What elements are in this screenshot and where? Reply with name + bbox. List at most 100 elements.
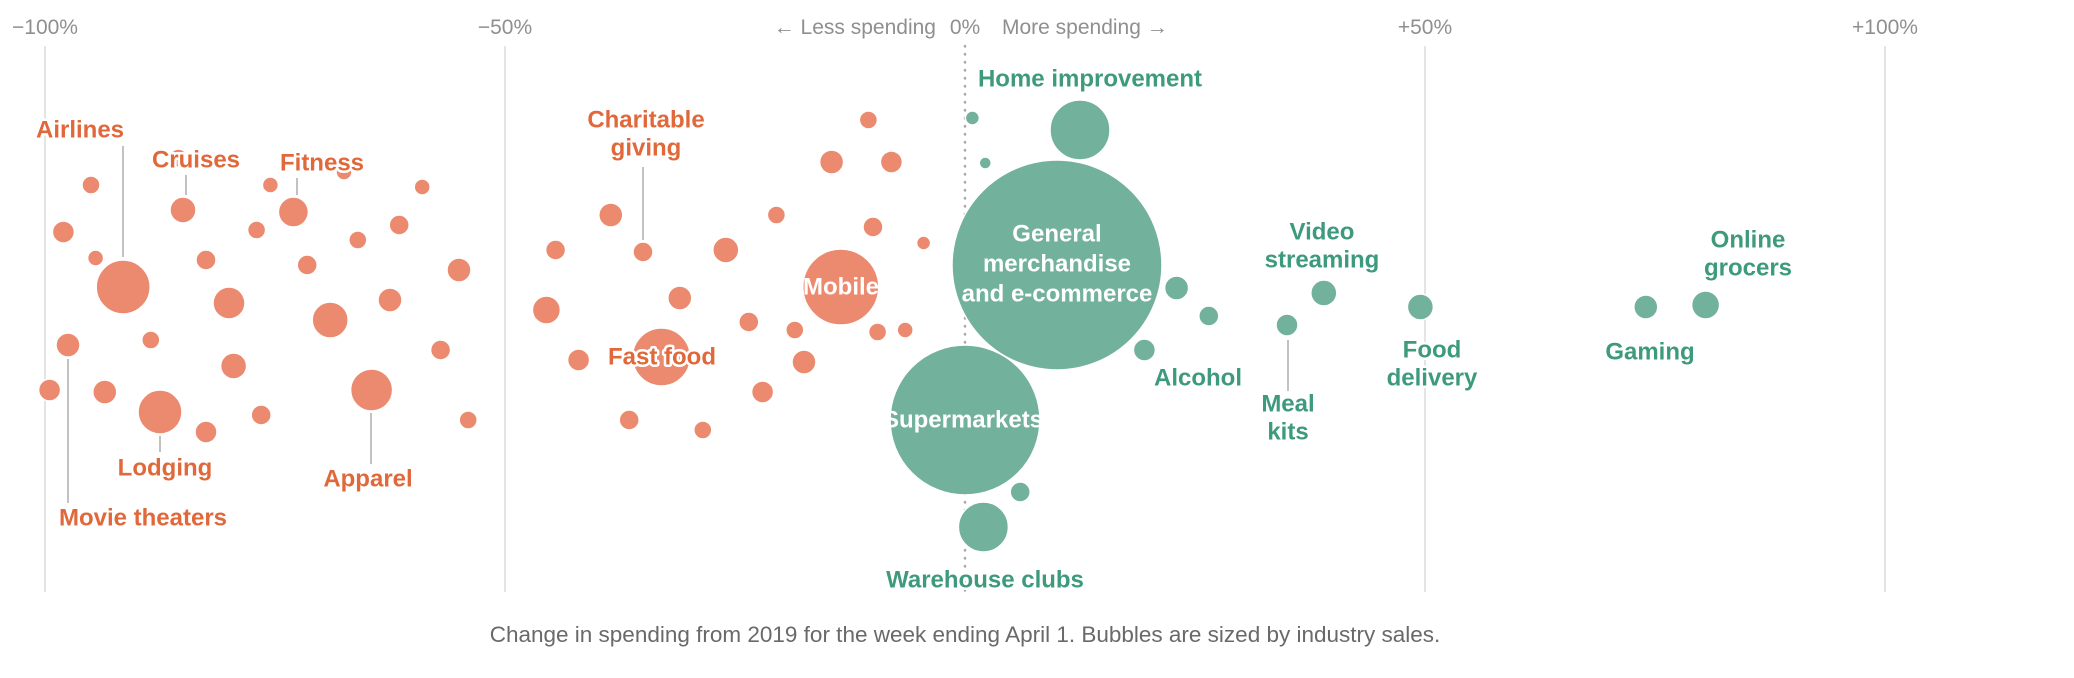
bubble [81, 175, 101, 195]
label-movie-theaters: Movie theaters [59, 504, 227, 531]
label-lodging: Lodging [118, 454, 213, 481]
label-food-delivery: delivery [1387, 364, 1478, 391]
bubble-alcohol [1132, 338, 1157, 362]
bubble-food-delivery [1406, 293, 1435, 321]
bubble [598, 202, 624, 228]
bubble-home-improvement [1049, 99, 1111, 161]
bubble [1163, 275, 1190, 301]
label-general-merchandise-and-e-commerce: General [1012, 220, 1101, 247]
bubble-online-grocers [1690, 290, 1721, 320]
axis-tick-0: 0% [949, 16, 981, 39]
label-gaming: Gaming [1605, 338, 1694, 365]
bubble [311, 301, 349, 339]
bubble-general-merchandise-and-e-commerce [951, 159, 1163, 371]
bubble-meal-kits [1275, 313, 1299, 337]
label-fitness: Fitness [280, 149, 364, 176]
bubble [693, 420, 713, 440]
label-general-merchandise-and-e-commerce: merchandise [983, 250, 1131, 277]
leader-lines [67, 146, 1289, 503]
label-general-merchandise-and-e-commerce: and e-commerce [962, 280, 1153, 307]
label-mobile: Mobile [803, 273, 879, 300]
label-home-improvement: Home improvement [978, 65, 1202, 92]
bubble [261, 176, 280, 194]
bubble [738, 311, 760, 333]
bubble [566, 348, 591, 372]
bubble [141, 330, 161, 350]
bubble [896, 321, 914, 339]
bubble-charitable-giving [632, 241, 654, 263]
bubble-cruises [169, 196, 197, 224]
label-online-grocers: Online [1711, 226, 1786, 253]
bubble [750, 380, 775, 404]
bubble-fitness [277, 196, 310, 228]
bubble [246, 220, 267, 240]
axis-tick--50: −50% [477, 16, 533, 39]
bubble [212, 286, 246, 320]
bubble-mobile [802, 248, 880, 326]
label-meal-kits: kits [1267, 418, 1308, 445]
bubble-lodging [137, 389, 183, 435]
bubble [858, 110, 879, 130]
label-video-streaming: Video [1290, 218, 1355, 245]
label-apparel: Apparel [323, 465, 412, 492]
bubble [413, 178, 431, 196]
bubble [862, 216, 884, 238]
bubble [785, 320, 805, 340]
bubble [712, 236, 740, 264]
bubble [86, 249, 105, 267]
bubble-gaming [1633, 294, 1659, 320]
bubble-fast-food [631, 327, 692, 387]
bubble [250, 404, 272, 426]
axis-tick--100: −100% [12, 16, 78, 39]
label-video-streaming: streaming [1265, 246, 1380, 273]
bubble [377, 287, 403, 313]
bubbles [37, 99, 1721, 553]
bubble [915, 235, 932, 251]
bubble [818, 149, 845, 175]
label-airlines: Airlines [36, 116, 124, 143]
bubble [348, 230, 368, 250]
more-spending-axis-label: More spending → [1002, 16, 1168, 39]
bubble [618, 409, 640, 431]
bubble [195, 249, 217, 271]
bubble [194, 420, 218, 444]
bubble [531, 295, 562, 325]
axis-tick-100: +100% [1852, 16, 1918, 39]
bubble [964, 110, 981, 126]
label-fast-food: Fast food [608, 343, 716, 370]
bubble [1009, 481, 1031, 503]
bubble [168, 148, 189, 168]
label-supermarkets: Supermarkets [883, 406, 1043, 433]
bubble [879, 150, 904, 174]
label-warehouse-clubs: Warehouse clubs [886, 566, 1084, 593]
bubble [296, 254, 318, 276]
bubble [335, 163, 353, 181]
bubble [791, 349, 817, 375]
bubble [388, 214, 410, 236]
bubble-airlines [95, 259, 151, 315]
bubble [219, 352, 248, 380]
bubble-video-streaming [1310, 279, 1338, 307]
bubble-apparel [349, 368, 394, 412]
label-online-grocers: grocers [1704, 254, 1792, 281]
label-alcohol: Alcohol [1154, 364, 1242, 391]
label-charitable-giving: giving [611, 134, 682, 161]
bubble-movie-theaters [55, 332, 81, 358]
bubble [867, 322, 888, 342]
label-charitable-giving: Charitable [587, 106, 704, 133]
bubble [1198, 305, 1220, 327]
bubble [458, 410, 478, 430]
bubble [37, 378, 62, 402]
bubble [92, 379, 118, 405]
bubble-supermarkets [889, 344, 1041, 496]
bubble-warehouse-clubs [957, 501, 1010, 553]
label-meal-kits: Meal [1261, 390, 1314, 417]
axis-tick-50: +50% [1397, 16, 1453, 39]
bubble [51, 220, 76, 244]
label-food-delivery: Food [1403, 336, 1462, 363]
bubble [978, 156, 992, 170]
